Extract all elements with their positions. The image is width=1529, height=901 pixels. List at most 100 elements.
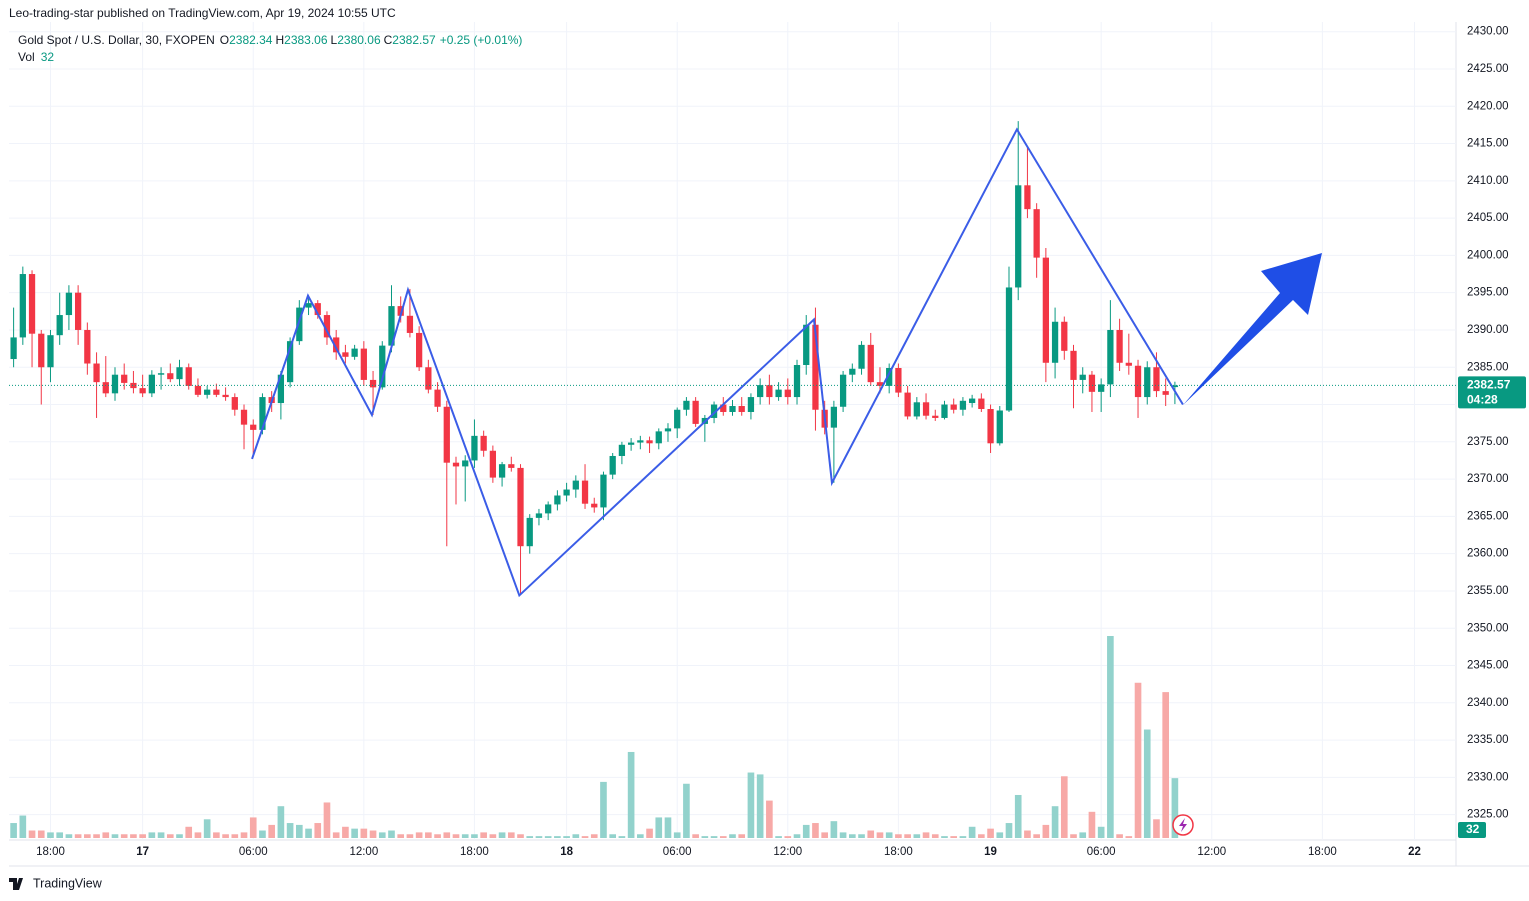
- candle-body: [591, 503, 598, 508]
- candle-body: [240, 409, 248, 425]
- x-tick-label: 18:00: [884, 846, 913, 858]
- volume-bar: [249, 817, 257, 838]
- legend-open-label: O: [220, 33, 229, 47]
- candle-body: [204, 389, 211, 395]
- candle-body: [996, 410, 1003, 444]
- candle-body: [757, 385, 764, 398]
- candle-body: [692, 400, 699, 424]
- volume-bar: [729, 834, 736, 838]
- candle-body: [554, 495, 561, 505]
- candle-body: [683, 400, 690, 410]
- candle-body: [1051, 321, 1059, 363]
- volume-bar: [268, 824, 275, 838]
- volume-bar: [692, 834, 699, 838]
- volume-bar: [572, 834, 580, 838]
- volume-bar: [1134, 682, 1142, 838]
- volume-layer: [10, 636, 1179, 838]
- alert-icon[interactable]: [1172, 814, 1194, 836]
- candle-body: [222, 394, 229, 398]
- footer-logo: TradingView: [9, 876, 103, 890]
- volume-bar: [941, 836, 948, 838]
- volume-bar: [821, 832, 828, 838]
- candle-body: [1061, 321, 1068, 351]
- drawing-layer: [9, 127, 1456, 598]
- candle-body: [93, 363, 100, 383]
- candle-body: [480, 435, 487, 451]
- volume-bar: [471, 834, 478, 838]
- alert-bolt: [1179, 818, 1187, 832]
- x-tick-label: 22: [1408, 846, 1421, 858]
- legend-change: +0.25 (+0.01%): [440, 33, 523, 47]
- candle-body: [84, 329, 91, 364]
- candle-body: [369, 379, 377, 388]
- volume-bar: [609, 834, 617, 838]
- x-tick-label: 06:00: [663, 846, 692, 858]
- x-tick-label: 06:00: [239, 846, 268, 858]
- y-tick-label: 2360.00: [1467, 548, 1509, 560]
- volume-bar: [443, 832, 451, 838]
- zigzag-line: [251, 127, 1184, 598]
- candle-body: [738, 406, 745, 412]
- volume-bar: [775, 836, 782, 838]
- candle-body: [167, 373, 174, 380]
- y-tick-label: 2365.00: [1467, 510, 1509, 522]
- candle-body: [646, 440, 653, 444]
- volume-bar: [120, 834, 128, 838]
- candle-body: [65, 292, 73, 316]
- price-label: 2382.57: [1467, 378, 1511, 392]
- volume-bar: [342, 826, 349, 838]
- volume-bar: [710, 836, 718, 838]
- volume-bar: [830, 821, 838, 838]
- volume-bar: [388, 830, 395, 838]
- volume-bar: [1162, 692, 1169, 838]
- volume-bar: [664, 817, 672, 838]
- volume-bar: [1107, 636, 1114, 838]
- y-tick-label: 2350.00: [1467, 622, 1509, 634]
- volume-bar: [480, 832, 487, 838]
- y-tick-label: 2330.00: [1467, 771, 1509, 783]
- candle-body: [729, 406, 736, 412]
- candle-body: [342, 352, 349, 357]
- volume-bar: [1116, 834, 1123, 838]
- volume-bar: [959, 836, 967, 838]
- volume-bar: [231, 834, 239, 838]
- volume-bar: [581, 836, 589, 838]
- legend-open: 2382.34: [229, 33, 273, 47]
- candle-body: [710, 404, 718, 418]
- volume-bar: [563, 836, 570, 838]
- candle-body: [1015, 185, 1022, 288]
- axes-layer: 2325.00 2330.00 2335.00 2340.00 2345.00 2350.…: [36, 26, 1526, 858]
- volume-bar: [74, 834, 82, 838]
- candle-body: [1024, 185, 1031, 210]
- volume-bar: [637, 834, 644, 838]
- candle-body: [314, 303, 321, 316]
- candle-body: [1088, 374, 1096, 392]
- candle-body: [876, 382, 884, 386]
- candle-body: [397, 306, 404, 316]
- volume-bar: [240, 832, 248, 838]
- volume-bar: [378, 832, 386, 838]
- candle-body: [886, 367, 893, 386]
- volume-bar: [56, 832, 64, 838]
- volume-bar: [766, 800, 773, 838]
- volume-bar: [369, 830, 377, 838]
- volume-bar: [950, 836, 958, 838]
- legend-line: Gold Spot / U.S. Dollar, 30, FXOPEN O2382…: [18, 33, 522, 47]
- candle-body: [572, 480, 579, 490]
- candle-body: [812, 324, 819, 410]
- volume-bar: [1042, 824, 1050, 838]
- volume-bar: [701, 836, 709, 838]
- volume-bar: [277, 806, 285, 838]
- candle-body: [148, 374, 155, 394]
- y-tick-label: 2345.00: [1467, 660, 1509, 672]
- volume-bar: [858, 834, 865, 838]
- candle-body: [618, 444, 626, 456]
- volume-bar: [194, 832, 202, 838]
- volume-bar: [507, 832, 515, 838]
- volume-bar: [876, 832, 884, 838]
- volume-bar: [719, 836, 727, 838]
- volume-bar: [102, 832, 110, 838]
- x-tick-label: 18:00: [1308, 846, 1337, 858]
- candle-body: [286, 341, 294, 383]
- volume-bar: [406, 834, 414, 838]
